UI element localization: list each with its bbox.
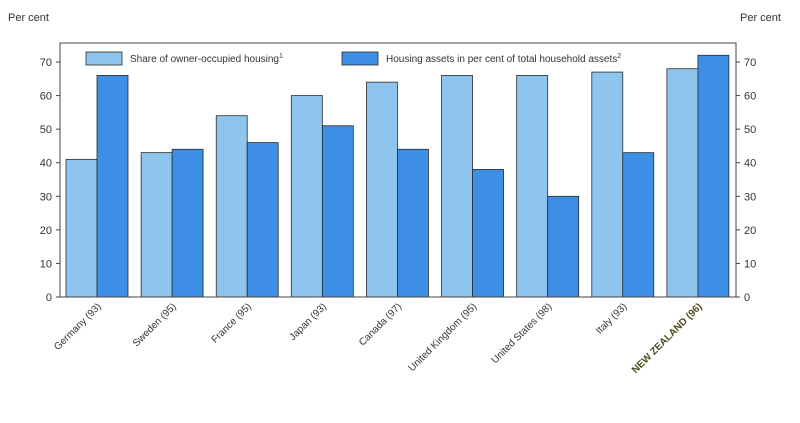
legend-swatch-0 [85, 51, 123, 66]
category-label-4: Canada (97) [357, 301, 404, 348]
bar-housing-assets-1 [171, 148, 204, 298]
category-label-0: Germany (93) [52, 301, 103, 352]
bar-housing-assets-8 [697, 54, 730, 298]
right-tick-label: 50 [744, 124, 756, 136]
category-label-5: United Kingdom (95) [407, 301, 480, 374]
bar-owner-occupied-8 [666, 68, 699, 298]
bar-owner-occupied-7 [591, 71, 624, 298]
right-tick-label: 0 [744, 292, 750, 304]
right-tick-label: 40 [744, 158, 756, 170]
right-tick-label: 10 [744, 258, 756, 270]
category-label-3: Japan (93) [287, 301, 329, 343]
right-tick-label: 60 [744, 91, 756, 103]
left-tick-label: 60 [40, 91, 52, 103]
category-label-2: France (95) [210, 301, 254, 345]
category-label-7: Italy (93) [594, 301, 629, 336]
bar-housing-assets-5 [472, 169, 504, 298]
right-tick-label: 20 [744, 225, 756, 237]
category-label-6: United States (98) [490, 301, 555, 366]
category-label-1: Sweden (95) [131, 301, 179, 349]
left-tick-label: 50 [40, 124, 52, 136]
plot-frame [59, 42, 737, 298]
right-y-axis: 0 10 20 30 40 50 60 70 [736, 57, 756, 304]
left-tick-label: 20 [40, 225, 52, 237]
left-tick-label: 0 [46, 292, 52, 304]
left-tick-label: 70 [40, 57, 52, 69]
left-tick-label: 30 [40, 191, 52, 203]
category-labels: Germany (93) Sweden (95) France (95) Japan … [52, 301, 704, 376]
right-tick-label: 30 [744, 191, 756, 203]
bar-owner-occupied-5 [441, 75, 473, 298]
left-tick-label: 40 [40, 158, 52, 170]
legend-label-0: Share of owner-occupied housing1 [130, 53, 283, 65]
bar-owner-occupied-2 [215, 115, 248, 298]
bar-housing-assets-4 [397, 148, 429, 298]
right-axis-unit-label: Per cent [740, 12, 781, 24]
bar-owner-occupied-0 [65, 158, 98, 298]
bar-owner-occupied-4 [366, 81, 398, 298]
bar-housing-assets-0 [96, 75, 129, 298]
legend-label-1: Housing assets in per cent of total hous… [386, 53, 621, 65]
left-axis-unit-label: Per cent [8, 12, 49, 24]
bar-housing-assets-6 [547, 195, 580, 298]
legend: Share of owner-occupied housing1 Housing … [85, 51, 621, 66]
right-tick-label: 70 [744, 57, 756, 69]
legend-footnote-1: 2 [617, 53, 621, 60]
left-tick-label: 10 [40, 258, 52, 270]
bars-group [65, 54, 730, 298]
bar-owner-occupied-6 [516, 75, 549, 298]
bar-housing-assets-7 [622, 152, 655, 298]
category-label-8: NEW ZEALAND (96) [630, 301, 705, 376]
left-y-axis: 0 10 20 30 40 50 60 70 [40, 57, 60, 304]
bar-owner-occupied-3 [290, 95, 323, 298]
bar-housing-assets-2 [246, 142, 279, 298]
legend-footnote-0: 1 [279, 53, 283, 60]
bar-housing-assets-3 [321, 125, 354, 298]
legend-swatch-1 [341, 51, 379, 66]
bar-owner-occupied-1 [140, 152, 173, 298]
